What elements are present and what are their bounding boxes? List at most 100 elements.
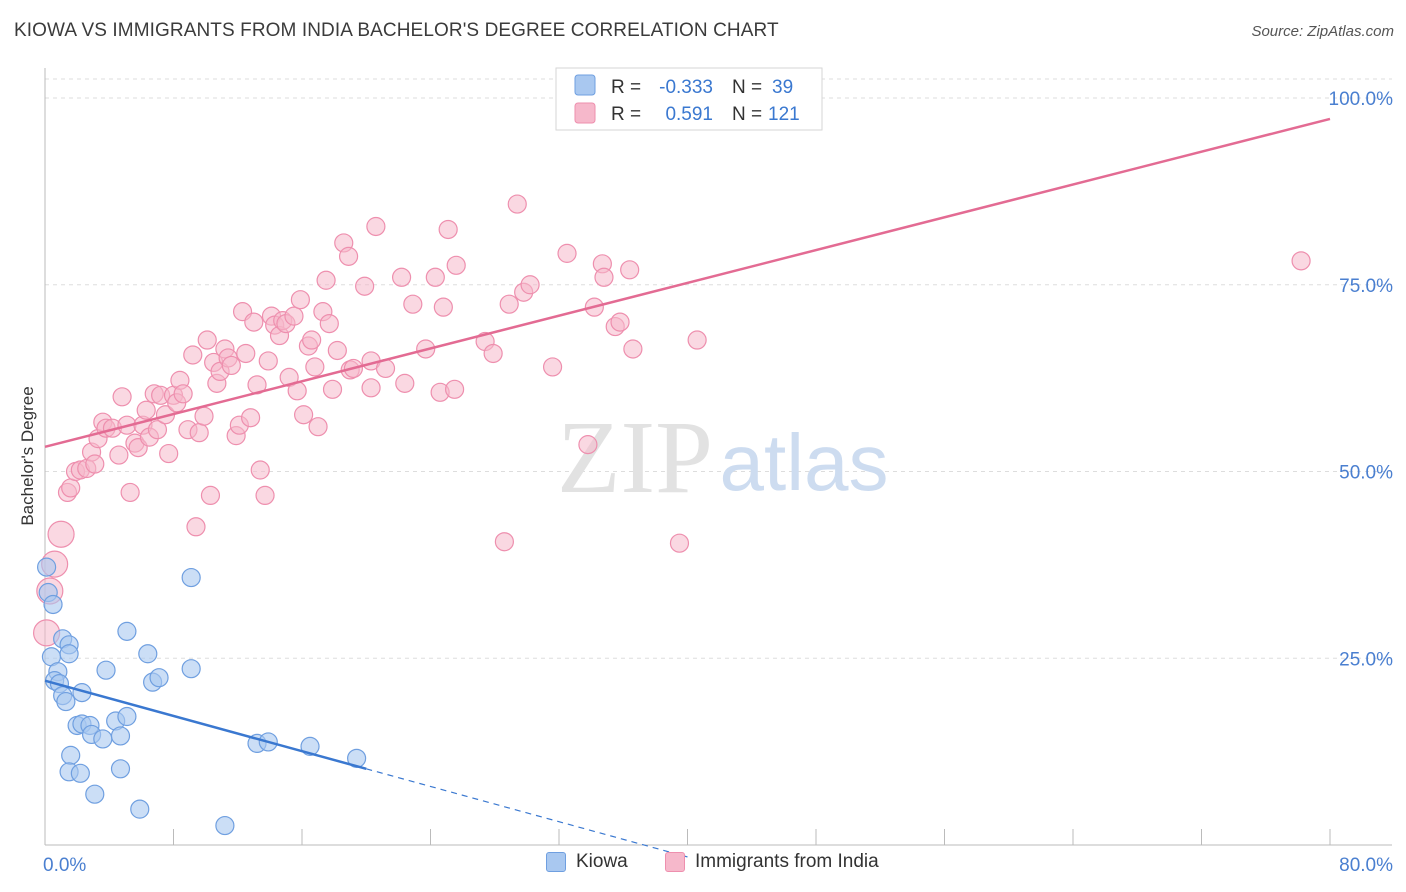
series-legend-india: Immigrants from India (665, 851, 879, 873)
chart-source: Source: ZipAtlas.com (1251, 23, 1394, 40)
kiowa-point-27 (181, 567, 201, 588)
india-point-111 (669, 533, 690, 553)
series-legend: Kiowa Immigrants from India (0, 851, 1406, 877)
india-point-93 (446, 255, 466, 275)
kiowa-point-6 (59, 644, 79, 664)
kiowa-point-12 (56, 691, 76, 712)
series-legend-kiowa-label: Kiowa (576, 851, 628, 872)
india-point-5 (61, 478, 81, 498)
india-point-15 (109, 445, 129, 465)
kiowa-point-23 (138, 644, 158, 664)
y-tick-label-2: 75.0% (1339, 276, 1393, 297)
india-point-85 (395, 373, 415, 393)
y-tick-label-3: 100.0% (1329, 89, 1394, 110)
india-point-45 (221, 355, 241, 376)
india-point-90 (433, 297, 453, 317)
india-point-86 (403, 294, 423, 314)
india-point-39 (200, 485, 221, 506)
india-point-82 (366, 216, 386, 237)
kiowa-point-30 (70, 763, 90, 783)
x-tick-label-min: 0.0% (43, 855, 86, 876)
india-point-108 (610, 312, 630, 332)
watermark-atlas: atlas (720, 418, 889, 507)
india-point-98 (507, 194, 527, 214)
india-point-16 (112, 387, 132, 407)
india-point-65 (294, 405, 314, 425)
kiowa-point-21 (96, 660, 116, 680)
kiowa-point-33 (130, 799, 150, 819)
kiowa-point-19 (110, 726, 131, 746)
legend-r-value-kiowa: -0.333 (659, 77, 713, 98)
india-point-10 (85, 454, 105, 474)
india-point-101 (542, 357, 563, 377)
kiowa-point-25 (149, 668, 169, 688)
y-tick-label-0: 25.0% (1339, 649, 1393, 670)
kiowa-point-22 (117, 621, 137, 641)
kiowa-point-20 (117, 706, 137, 727)
india-point-49 (236, 343, 256, 364)
india-point-81 (361, 378, 381, 398)
india-point-91 (438, 219, 458, 240)
tick-label-layer: 25.0% 50.0% 75.0% 100.0% 0.0% 80.0% (43, 89, 1393, 876)
series-legend-india-swatch (665, 852, 685, 872)
india-point-38 (197, 330, 217, 350)
india-point-76 (338, 246, 359, 266)
india-point-51 (244, 312, 264, 332)
india-point-92 (444, 379, 465, 399)
watermark: ZIP atlas (557, 400, 888, 515)
india-point-28 (159, 443, 179, 464)
india-point-113 (1291, 251, 1311, 271)
india-point-54 (255, 485, 275, 506)
india-point-53 (250, 460, 270, 480)
kiowa-trend-line (44, 679, 367, 771)
india-point-32 (173, 384, 193, 404)
india-point-35 (186, 517, 206, 537)
kiowa-point-2 (43, 594, 63, 615)
kiowa-point-17 (93, 729, 113, 749)
correlation-legend: R = -0.333 N = 39 R = 0.591 N = 121 (555, 67, 823, 131)
kiowa-point-0 (37, 557, 57, 577)
india-point-50 (241, 408, 261, 428)
series-legend-india-label: Immigrants from India (695, 851, 879, 872)
india-point-67 (302, 330, 322, 350)
india-point-36 (189, 423, 209, 443)
india-point-95 (483, 343, 503, 364)
india-point-106 (594, 267, 614, 287)
watermark-zip: ZIP (557, 400, 713, 515)
kiowa-point-28 (61, 745, 81, 765)
india-point-55 (258, 351, 278, 371)
india-point-97 (499, 294, 519, 314)
india-point-73 (322, 379, 343, 399)
trend-layer (44, 117, 1331, 858)
kiowa-point-32 (110, 759, 131, 779)
legend-n-label-india: N = (732, 104, 762, 125)
india-point-69 (308, 417, 328, 437)
india-point-64 (290, 290, 310, 310)
india-point-96 (494, 532, 514, 552)
india-point-74 (327, 340, 347, 361)
legend-r-label-kiowa: R = (611, 77, 641, 98)
kiowa-point-31 (85, 784, 105, 804)
legend-n-label-kiowa: N = (732, 77, 762, 98)
series-legend-kiowa-swatch (546, 852, 566, 872)
legend-r-value-india: 0.591 (665, 104, 713, 125)
series-legend-kiowa: Kiowa (546, 851, 628, 873)
legend-swatch-kiowa (574, 74, 596, 96)
india-points (33, 194, 1311, 647)
legend-r-label-india: R = (611, 104, 641, 125)
india-point-102 (557, 243, 577, 263)
india-point-22 (136, 400, 156, 420)
india-point-103 (578, 435, 598, 455)
kiowa-point-34 (215, 815, 235, 836)
axis-layer (44, 68, 1392, 846)
legend-n-value-kiowa: 39 (772, 77, 793, 98)
india-point-112 (687, 330, 707, 350)
legend-n-value-india: 121 (768, 104, 800, 125)
kiowa-trend-extension (366, 768, 688, 858)
kiowa-points (37, 557, 367, 836)
india-point-3 (47, 520, 75, 548)
kiowa-point-26 (181, 659, 201, 679)
india-trend-line (44, 117, 1331, 449)
india-point-110 (623, 339, 643, 359)
